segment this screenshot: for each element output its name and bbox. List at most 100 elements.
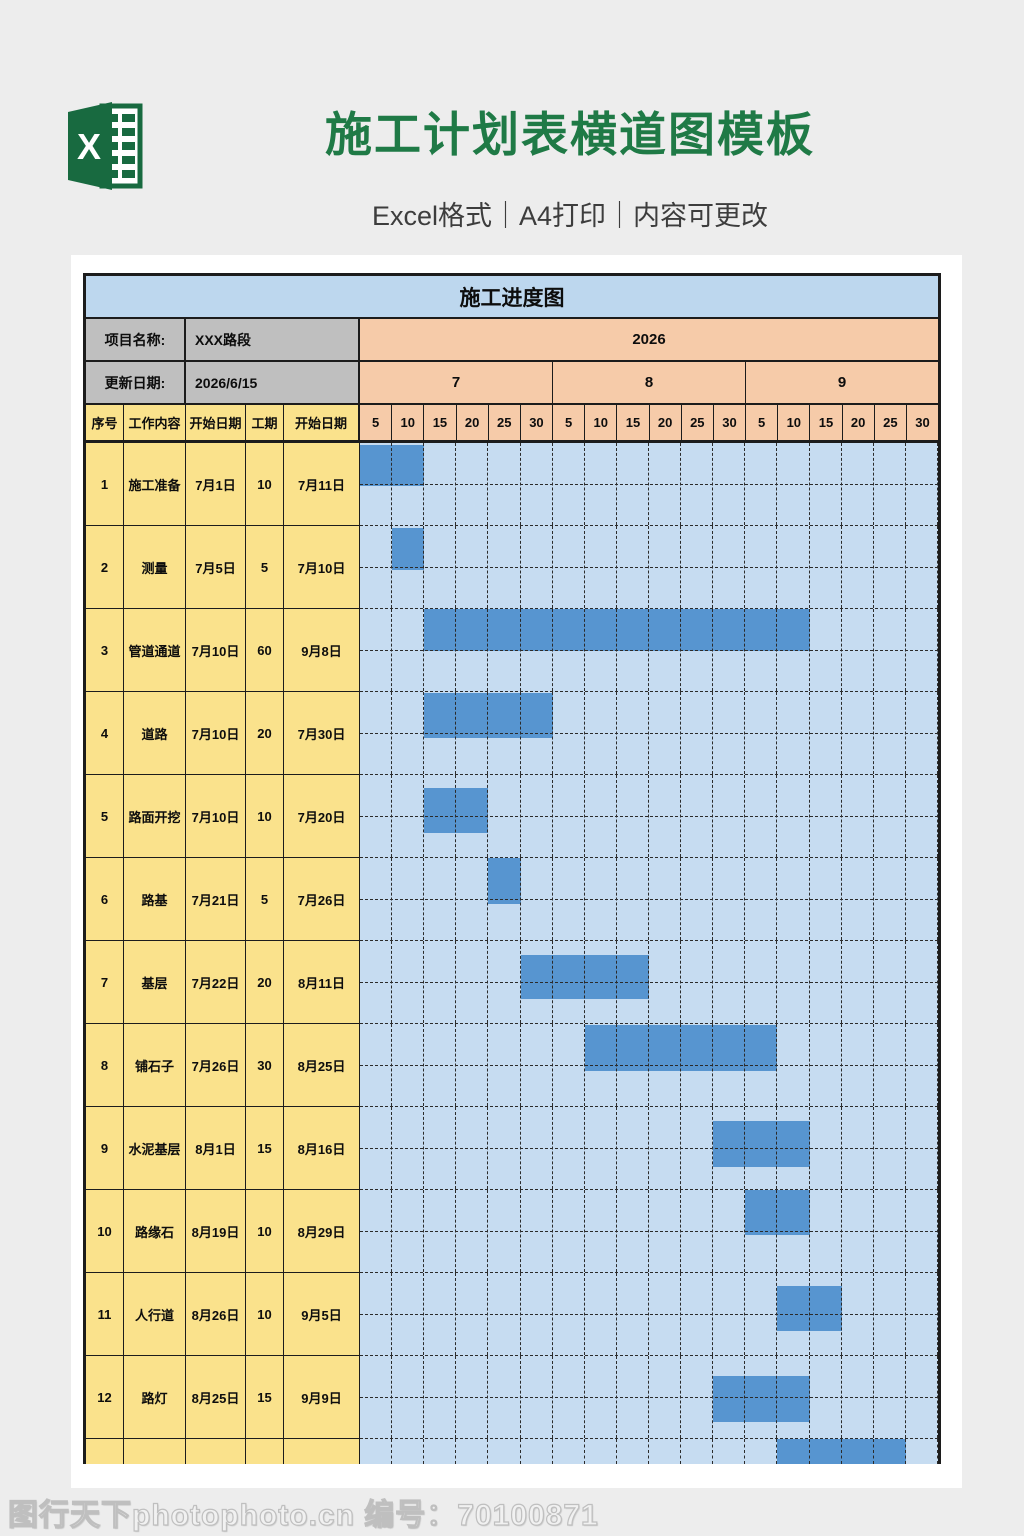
- gantt-midline: [360, 1314, 938, 1315]
- gantt-bar: [713, 1376, 810, 1422]
- day-tick-cell: 5: [746, 405, 779, 440]
- gantt-midline: [360, 1397, 938, 1398]
- task-name-cell: 测量: [124, 526, 186, 609]
- seq-cell: 4: [86, 692, 124, 775]
- end-date-cell: 9月9日: [284, 1356, 360, 1439]
- start-date-cell: 7月10日: [186, 692, 246, 775]
- task-row: 5 路面开挖 7月10日 10 7月20日: [86, 775, 938, 858]
- gantt-grid-cell: [777, 1439, 810, 1464]
- day-tick-cell: 30: [713, 405, 747, 440]
- seq-cell: 9: [86, 1107, 124, 1190]
- task-row: 1 施工准备 7月1日 10 7月11日: [86, 443, 938, 526]
- seq-cell: 10: [86, 1190, 124, 1273]
- logo-letter: X: [77, 126, 101, 167]
- gantt-row: [360, 692, 938, 775]
- duration-cell: 10: [246, 1273, 284, 1356]
- seq-cell: 7: [86, 941, 124, 1024]
- gantt-grid-cell: [424, 1439, 457, 1464]
- duration-cell: 5: [246, 526, 284, 609]
- gantt-grid-cell: [553, 1439, 585, 1464]
- column-header-cell: 开始日期: [186, 405, 246, 440]
- column-header-cell: 开始日期: [284, 405, 360, 440]
- day-tick-cell: 10: [585, 405, 618, 440]
- duration-cell: 10: [246, 1190, 284, 1273]
- duration-cell: 10: [246, 443, 284, 526]
- start-date-cell: 7月21日: [186, 858, 246, 941]
- task-row: 7 基层 7月22日 20 8月11日: [86, 941, 938, 1024]
- duration-cell: 20: [246, 941, 284, 1024]
- task-name-cell: 人行道: [124, 1273, 186, 1356]
- task-name-cell: 路灯: [124, 1356, 186, 1439]
- day-tick-cell: 30: [906, 405, 939, 440]
- project-label: 项目名称:: [86, 319, 186, 360]
- task-name-cell: 路基: [124, 858, 186, 941]
- gantt-midline: [360, 567, 938, 568]
- excel-logo-icon: X: [66, 100, 144, 192]
- start-date-cell: 7月1日: [186, 443, 246, 526]
- gantt-grid-cell: [649, 1439, 682, 1464]
- task-row: 2 测量 7月5日 5 7月10日: [86, 526, 938, 609]
- task-row: 12 路灯 8月25日 15 9月9日: [86, 1356, 938, 1439]
- duration-cell: 5: [246, 858, 284, 941]
- column-header-cell: 序号: [86, 405, 124, 440]
- column-header-cell: 工期: [246, 405, 284, 440]
- gantt-midline: [360, 650, 938, 651]
- gantt-grid-cell: [810, 1439, 842, 1464]
- day-cells: 5 10 15 20 25 30 5 10 15 20 25 30 5 10 15 20 25 30: [360, 405, 939, 440]
- gantt-row: [360, 1439, 938, 1464]
- seq-cell: 5: [86, 775, 124, 858]
- gantt-midline: [360, 484, 938, 485]
- end-date-cell: 7月30日: [284, 692, 360, 775]
- day-tick-cell: 25: [488, 405, 521, 440]
- end-date-cell: 8月16日: [284, 1107, 360, 1190]
- gantt-row: [360, 526, 938, 609]
- update-label: 更新日期:: [86, 362, 186, 403]
- task-name-cell: 路缘石: [124, 1190, 186, 1273]
- gantt-grid-cell: [521, 1439, 553, 1464]
- day-tick-cell: 5: [360, 405, 393, 440]
- start-date-cell: 8月26日: [186, 1273, 246, 1356]
- gantt-grid-cell: [392, 1439, 425, 1464]
- gantt-grid-cell: [906, 1439, 938, 1464]
- task-row: 4 道路 7月10日 20 7月30日: [86, 692, 938, 775]
- end-date-cell: 7月10日: [284, 526, 360, 609]
- month-cell: 8: [553, 362, 746, 403]
- day-tick-cell: 20: [842, 405, 875, 440]
- gantt-grid-cell: [713, 1439, 746, 1464]
- day-tick-cell: 10: [778, 405, 811, 440]
- duration-cell: [246, 1439, 284, 1464]
- task-name-cell: 基层: [124, 941, 186, 1024]
- column-header-cells: 序号 工作内容 开始日期 工期 开始日期: [86, 405, 360, 440]
- task-name-cell: 管道通道: [124, 609, 186, 692]
- gantt-midline: [360, 899, 938, 900]
- seq-cell: 12: [86, 1356, 124, 1439]
- gantt-grid-cell: [874, 1439, 906, 1464]
- end-date-cell: 7月11日: [284, 443, 360, 526]
- gantt-bar: [520, 955, 649, 999]
- seq-cell: 11: [86, 1273, 124, 1356]
- task-row: 6 路基 7月21日 5 7月26日: [86, 858, 938, 941]
- start-date-cell: 8月25日: [186, 1356, 246, 1439]
- start-date-cell: 7月5日: [186, 526, 246, 609]
- gantt-grid-cell: [745, 1439, 778, 1464]
- gantt-bar: [392, 528, 425, 570]
- seq-cell: 1: [86, 443, 124, 526]
- gantt-row: [360, 775, 938, 858]
- update-date: 2026/6/15: [186, 362, 360, 403]
- gantt-midline: [360, 733, 938, 734]
- day-tick-cell: 15: [617, 405, 650, 440]
- gantt-grid-cell: [681, 1439, 714, 1464]
- gantt-row: [360, 1273, 938, 1356]
- seq-cell: 6: [86, 858, 124, 941]
- task-name-cell: 道路: [124, 692, 186, 775]
- duration-cell: 60: [246, 609, 284, 692]
- start-date-cell: 8月1日: [186, 1107, 246, 1190]
- start-date-cell: 7月22日: [186, 941, 246, 1024]
- day-tick-cell: 5: [553, 405, 586, 440]
- start-date-cell: 7月10日: [186, 609, 246, 692]
- task-row-partial: [86, 1439, 938, 1464]
- task-row: 3 管道通道 7月10日 60 9月8日: [86, 609, 938, 692]
- end-date-cell: 7月26日: [284, 858, 360, 941]
